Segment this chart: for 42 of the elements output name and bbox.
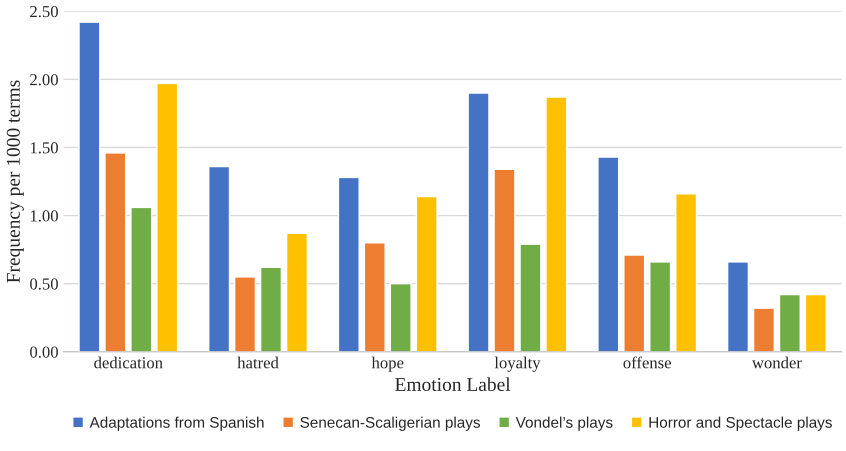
x-axis-title: Emotion Label: [395, 377, 510, 392]
bar: [338, 176, 360, 352]
bar: [156, 82, 178, 352]
bar: [260, 266, 282, 352]
x-tick-label: wonder: [752, 356, 802, 368]
legend-label: Senecan-Scaligerian plays: [300, 416, 480, 431]
bar: [390, 282, 412, 352]
bar: [804, 294, 827, 352]
bar: [726, 261, 750, 352]
bar: [364, 242, 386, 352]
y-tick-label: 2.50: [30, 6, 58, 18]
bar: [597, 156, 620, 352]
bar: [649, 261, 672, 352]
bar: [493, 168, 516, 352]
legend-label: Horror and Spectacle plays: [649, 416, 832, 431]
x-tick-label: hope: [372, 356, 404, 372]
x-tick-label: dedication: [94, 356, 163, 368]
bar: [286, 232, 308, 352]
y-tick-label: 0.50: [30, 278, 58, 290]
bar: [234, 276, 256, 352]
bar: [752, 308, 776, 352]
y-tick-label: 2.00: [30, 74, 58, 86]
bar: [675, 193, 698, 352]
bar: [208, 166, 230, 352]
bar: [519, 243, 542, 352]
bar: [78, 21, 100, 352]
y-axis-title: Frequency per 1000 terms: [6, 80, 24, 283]
bar: [545, 96, 568, 352]
bar: [130, 206, 152, 352]
bar: [104, 152, 126, 352]
x-tick-label: loyalty: [494, 356, 541, 372]
bar: [623, 254, 646, 352]
x-tick-label: hatred: [237, 356, 279, 368]
y-tick-label: 1.50: [30, 142, 58, 154]
bar: [416, 196, 438, 352]
legend-label: Adaptations from Spanish: [90, 416, 264, 431]
bar: [467, 92, 490, 352]
y-tick-label: 0.00: [30, 346, 58, 358]
y-tick-label: 1.00: [30, 210, 58, 222]
bar: [778, 294, 801, 352]
x-tick-label: offense: [623, 356, 671, 368]
legend-label: Vondel’s plays: [516, 416, 613, 431]
